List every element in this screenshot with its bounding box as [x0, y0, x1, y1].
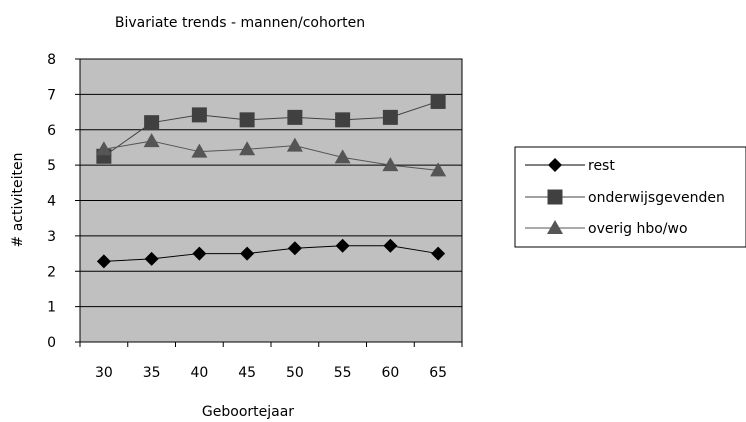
data-point	[382, 109, 398, 125]
y-tick-label: 5	[47, 158, 56, 174]
grid-lines	[80, 93, 462, 308]
data-point	[191, 107, 207, 123]
data-point	[143, 133, 160, 148]
legend-label: rest	[588, 158, 615, 174]
data-point	[286, 137, 303, 152]
series-rest	[96, 238, 446, 269]
y-tick-label: 1	[47, 300, 56, 316]
series-line	[103, 140, 439, 171]
data-point	[430, 162, 447, 177]
y-tick-label: 0	[47, 335, 56, 351]
data-point	[239, 112, 255, 128]
data-point	[95, 141, 112, 156]
data-point	[382, 157, 399, 172]
data-point	[334, 149, 351, 164]
legend-marker	[548, 158, 562, 172]
x-tick-label: 30	[95, 365, 113, 381]
y-tick-label: 8	[47, 52, 56, 68]
y-tick-label: 6	[47, 123, 56, 139]
series-layer	[95, 93, 447, 269]
legend-label: onderwijsgevenden	[588, 190, 725, 206]
y-tick-label: 2	[47, 264, 56, 280]
legend-marker	[547, 189, 563, 205]
y-axis-ticks: 0 1 2 3 4 5 6 7 8	[47, 52, 80, 351]
series-line	[103, 100, 439, 157]
data-point	[431, 246, 446, 261]
data-point	[239, 141, 256, 156]
x-tick-label: 60	[381, 365, 399, 381]
data-point	[335, 238, 350, 253]
y-tick-label: 7	[47, 87, 56, 103]
data-point	[287, 109, 303, 125]
x-axis-label: Geboortejaar	[202, 404, 294, 420]
data-point	[383, 238, 398, 253]
data-point	[144, 115, 160, 131]
series-line	[103, 245, 439, 262]
data-point	[192, 246, 207, 261]
data-point	[430, 93, 446, 109]
x-tick-label: 65	[429, 365, 447, 381]
legend-label: overig hbo/wo	[588, 221, 688, 237]
y-tick-label: 4	[47, 194, 56, 210]
x-tick-label: 55	[334, 365, 352, 381]
data-point	[191, 143, 208, 158]
data-point	[144, 251, 159, 266]
y-tick-label: 3	[47, 229, 56, 245]
x-tick-label: 45	[238, 365, 256, 381]
data-point	[335, 112, 351, 128]
x-tick-label: 35	[143, 365, 161, 381]
legend: rest onderwijsgevenden overig hbo/wo	[514, 146, 746, 248]
series-onderwijsgevenden	[96, 93, 446, 164]
series-overig-hbo-wo	[95, 133, 447, 177]
data-point	[96, 254, 111, 269]
y-axis-label: # activiteiten	[10, 153, 26, 248]
legend-marker	[547, 220, 563, 234]
chart-title: Bivariate trends - mannen/cohorten	[115, 15, 365, 31]
x-tick-label: 40	[190, 365, 208, 381]
x-axis-ticks: 30 35 40 45 50 55 60 65	[79, 342, 463, 381]
data-point	[287, 241, 302, 256]
data-point	[240, 246, 255, 261]
x-tick-label: 50	[286, 365, 304, 381]
